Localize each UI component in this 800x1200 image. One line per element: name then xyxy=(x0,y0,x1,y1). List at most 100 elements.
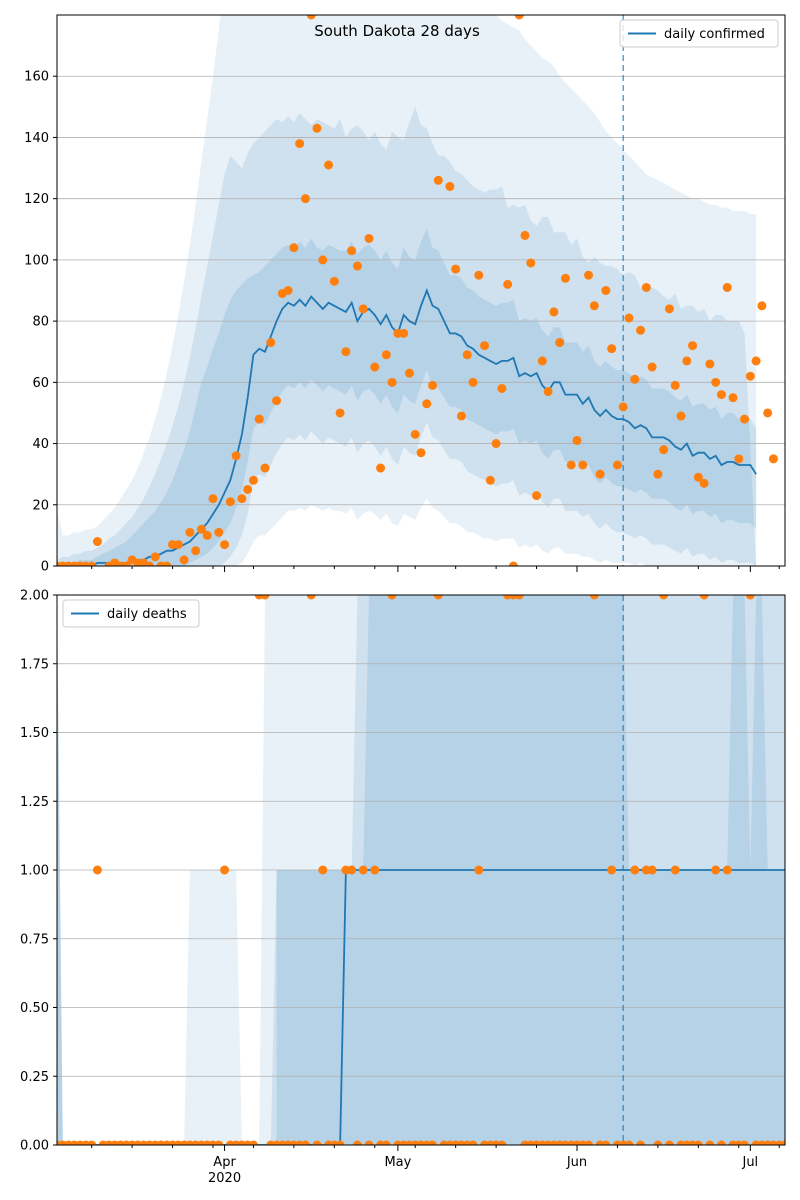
confirmed-legend: daily confirmed xyxy=(619,19,779,48)
confirmed-point xyxy=(335,408,345,418)
deaths-point xyxy=(428,1140,438,1145)
confirmed-point xyxy=(532,491,542,501)
confirmed-point xyxy=(381,350,391,360)
confirmed-line xyxy=(57,287,757,566)
deaths-line xyxy=(57,869,785,1145)
confirmed-point xyxy=(422,399,432,409)
confirmed-point xyxy=(647,362,657,372)
y-tick-label: 0.50 xyxy=(20,1001,49,1016)
deaths-point xyxy=(705,1140,715,1145)
confirmed-point xyxy=(300,194,310,204)
deaths-point xyxy=(670,865,680,875)
deaths-point xyxy=(381,1140,391,1145)
confirmed-point xyxy=(578,460,588,470)
confirmed-point xyxy=(768,454,778,464)
x-tick-label: Apr xyxy=(213,1155,236,1170)
y-tick-label: 0.25 xyxy=(20,1070,49,1085)
deaths-y-ticks: 0.00 0.25 0.50 0.75 1.00 1.25 1.50 1.75 2.00 xyxy=(20,589,57,1154)
confirmed-point xyxy=(254,414,264,424)
y-tick-label: 100 xyxy=(24,253,49,268)
confirmed-point xyxy=(757,301,767,311)
confirmed-point xyxy=(716,390,726,400)
confirmed-point xyxy=(248,475,258,485)
deaths-point xyxy=(352,1140,362,1145)
y-tick-label: 140 xyxy=(24,131,49,146)
y-tick-label: 20 xyxy=(32,498,49,513)
y-tick-label: 1.50 xyxy=(20,726,49,741)
confirmed-point xyxy=(474,270,484,280)
confirmed-point xyxy=(191,546,201,556)
confirmed-point xyxy=(208,494,218,504)
confirmed-point xyxy=(456,411,466,421)
deaths-point xyxy=(214,1140,224,1145)
deaths-point xyxy=(347,865,357,875)
confirmed-point xyxy=(734,454,744,464)
deaths-point xyxy=(387,595,397,600)
confirmed-point xyxy=(745,371,755,381)
confirmed-point xyxy=(728,393,738,403)
x-tick-sublabel: 2020 xyxy=(208,1171,241,1186)
y-tick-label: 1.00 xyxy=(20,864,49,879)
deaths-point xyxy=(601,1140,611,1145)
deaths-point xyxy=(780,1140,785,1145)
confirmed-point xyxy=(225,497,235,507)
chart-title: South Dakota 28 days xyxy=(314,22,480,40)
confirmed-point xyxy=(711,377,721,387)
deaths-point xyxy=(92,865,102,875)
deaths-point xyxy=(699,595,709,600)
confirmed-point xyxy=(445,181,455,191)
confirmed-point xyxy=(260,463,270,473)
confirmed-point xyxy=(370,362,380,372)
confirmed-point xyxy=(329,276,339,286)
axes-frame xyxy=(56,14,786,567)
confirmed-point xyxy=(555,338,565,348)
confirmed-point xyxy=(497,383,507,393)
confirmed-point xyxy=(451,264,461,274)
confirmed-point xyxy=(399,328,409,338)
deaths-point xyxy=(636,1140,646,1145)
confirmed-point xyxy=(641,282,651,292)
deaths-point xyxy=(711,865,721,875)
confirmed-points xyxy=(57,15,778,566)
confirmed-point xyxy=(462,350,472,360)
confirmed-point xyxy=(150,552,160,562)
y-tick-label: 1.75 xyxy=(20,657,49,672)
confirmed-legend-label: daily confirmed xyxy=(664,27,765,42)
deaths-point xyxy=(693,1140,703,1145)
deaths-point xyxy=(740,1140,750,1145)
confirmed-point xyxy=(589,301,599,311)
confirmed-point xyxy=(670,380,680,390)
deaths-point xyxy=(514,595,524,600)
confirmed-point xyxy=(659,445,669,455)
confirmed-point xyxy=(92,537,102,547)
confirmed-point xyxy=(220,540,230,550)
confirmed-axes: 0 20 40 60 80 100 120 140 160 South Dakota 28 da… xyxy=(24,14,786,575)
deaths-point xyxy=(474,865,484,875)
confirmed-point xyxy=(740,414,750,424)
confirmed-point xyxy=(428,380,438,390)
confirmed-point xyxy=(520,230,530,240)
confirmed-y-ticks: 0 20 40 60 80 100 120 140 160 xyxy=(24,70,57,575)
band-inner xyxy=(57,229,757,566)
y-tick-label: 160 xyxy=(24,70,49,85)
deaths-point xyxy=(607,865,617,875)
confirmed-point xyxy=(433,175,443,185)
confirmed-point xyxy=(364,233,374,243)
confirmed-point xyxy=(272,396,282,406)
confirmed-point xyxy=(162,561,172,566)
band-outer xyxy=(57,15,757,566)
confirmed-point xyxy=(722,282,732,292)
confirmed-point xyxy=(751,356,761,366)
deaths-point xyxy=(722,865,732,875)
confirmed-point xyxy=(266,338,276,348)
deaths-point xyxy=(306,595,316,600)
confirmed-point xyxy=(630,374,640,384)
confirmed-point xyxy=(404,368,414,378)
confirmed-point xyxy=(283,286,293,295)
deaths-point xyxy=(358,865,368,875)
confirmed-point xyxy=(289,243,299,253)
confirmed-point xyxy=(526,258,536,268)
deaths-point xyxy=(624,1140,634,1145)
